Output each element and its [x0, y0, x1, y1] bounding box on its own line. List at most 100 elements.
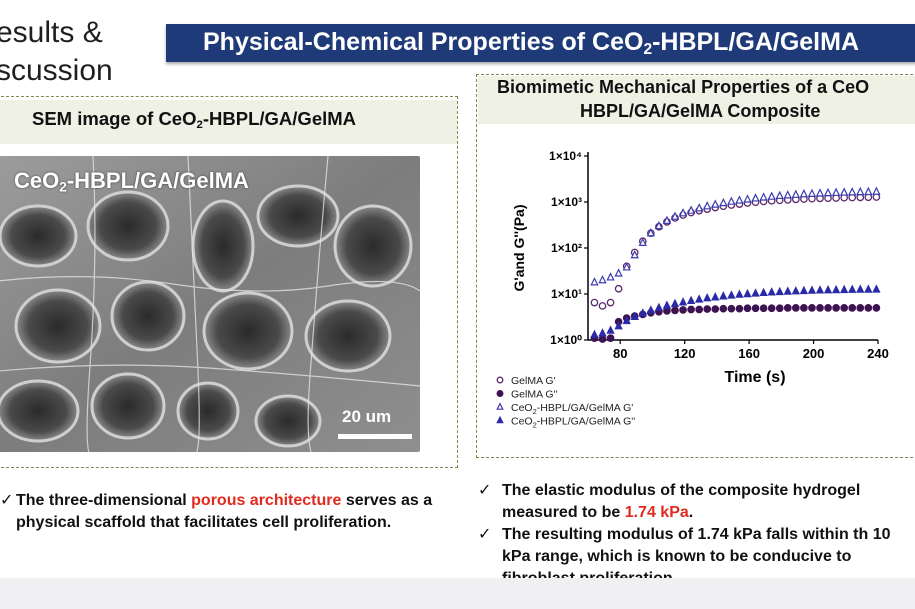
legend-label-2: CeO2-HBPL/GA/GelMA G' [511, 402, 633, 416]
data-point-series-2 [839, 187, 849, 196]
sem-label-sub: 2 [59, 179, 67, 195]
data-point-series-2 [856, 186, 865, 196]
data-point-series-3 [638, 308, 647, 317]
slide-title: Physical-Chemical Properties of CeO2-HBP… [203, 28, 859, 57]
bullet1-text-post: . [688, 504, 694, 521]
data-point-series-3 [606, 325, 615, 334]
data-point-series-2 [711, 199, 720, 208]
mechanical-bullet-list: ✓ The elastic modulus of the composite h… [478, 480, 915, 590]
y-axis-label: G'and G''(Pa) [511, 205, 527, 292]
legend-marker-0 [496, 376, 504, 384]
data-point-series-3 [670, 298, 680, 308]
data-point-series-0 [614, 284, 623, 293]
data-point-series-3 [839, 284, 849, 294]
sem-bullet-text-post: serves as a physical scaffold that facil… [16, 492, 433, 531]
data-point-series-2 [831, 187, 841, 196]
data-point-series-3 [622, 315, 631, 325]
chart-marks [590, 186, 881, 343]
data-point-series-3 [646, 305, 656, 314]
bullet1-text-line2: measured to be [502, 504, 625, 521]
data-point-series-2 [815, 188, 825, 197]
x-tick-label: 80 [613, 346, 627, 361]
sem-bullet: ✓ The three-dimensional porous architect… [0, 490, 450, 534]
data-point-series-1 [848, 303, 857, 312]
data-point-series-3 [856, 284, 865, 293]
y-tick-label: 1×10² [551, 241, 582, 255]
data-point-series-2 [622, 262, 631, 271]
data-point-series-3 [783, 286, 792, 295]
sem-label-post: -HBPL/GA/GelMA [66, 168, 249, 193]
data-point-series-1 [840, 303, 849, 312]
data-point-series-2 [767, 191, 776, 200]
legend-label-3: CeO2-HBPL/GA/GelMA G'' [511, 416, 635, 430]
check-icon: ✓ [478, 526, 492, 543]
section-title-line2: scussion [0, 54, 113, 87]
legend-marker-2 [496, 402, 504, 410]
mechanical-panel-title-line1: Biomimetic Mechanical Properties of a Ce… [497, 77, 870, 97]
data-point-series-2 [783, 190, 792, 199]
data-point-series-2 [735, 195, 744, 204]
data-point-series-3 [630, 311, 639, 320]
data-point-series-2 [799, 189, 809, 198]
bullet1-text-line1: The elastic modulus of the composite hyd… [502, 482, 861, 499]
data-point-series-1 [703, 305, 712, 313]
title-text-post: -HBPL/GA/GelMA [652, 28, 860, 56]
data-point-series-1 [816, 303, 824, 312]
data-point-series-1 [671, 306, 679, 315]
data-point-series-3 [678, 297, 688, 306]
bullet1-highlight: 1.74 kPa [624, 504, 689, 521]
data-point-series-1 [783, 303, 792, 312]
title-bar [166, 24, 915, 62]
data-point-series-2 [823, 187, 833, 197]
scale-bar-label: 20 um [342, 407, 392, 426]
data-point-series-1 [727, 304, 736, 313]
data-point-series-2 [670, 211, 680, 220]
data-point-series-3 [807, 285, 817, 294]
data-point-series-1 [808, 303, 816, 312]
data-point-series-1 [864, 303, 873, 312]
sem-bullet-highlight: porous architecture [191, 492, 342, 509]
x-tick-label: 160 [738, 346, 760, 361]
chart-axes: 1×10⁰ 1×10¹ 1×10² 1×10³ 1×10⁴ 80 120 160 200 240 T… [511, 149, 889, 386]
data-point-series-2 [719, 197, 728, 207]
check-icon: ✓ [0, 492, 14, 509]
data-point-series-2 [694, 203, 704, 212]
data-point-series-1 [791, 303, 800, 312]
sem-micrograph-svg [0, 156, 420, 452]
data-point-series-1 [735, 304, 744, 313]
data-point-series-2 [703, 201, 712, 210]
y-tick-label: 1×10¹ [551, 287, 582, 301]
section-title-line1: esults & [0, 16, 103, 49]
data-point-series-1 [824, 303, 832, 312]
data-point-series-3 [767, 287, 776, 296]
sem-panel [0, 96, 458, 468]
data-point-series-1 [711, 305, 720, 313]
section-title: esults & scussion [0, 14, 113, 90]
data-point-series-3 [686, 295, 696, 305]
data-point-series-2 [590, 277, 599, 286]
data-point-series-2 [614, 268, 623, 277]
data-point-series-3 [751, 288, 760, 297]
sem-bullet-list: ✓ The three-dimensional porous architect… [0, 490, 450, 534]
data-point-series-1 [695, 305, 704, 314]
data-point-series-2 [686, 205, 696, 214]
x-tick-label: 240 [867, 346, 889, 361]
data-point-series-1 [775, 304, 784, 313]
check-icon: ✓ [478, 482, 492, 499]
data-point-series-1 [679, 306, 687, 314]
legend-label-0: GelMA G' [511, 375, 556, 387]
data-point-series-3 [694, 294, 704, 303]
data-point-series-3 [711, 292, 720, 301]
data-point-series-3 [775, 286, 784, 296]
data-point-series-2 [807, 188, 817, 197]
data-point-series-2 [872, 186, 881, 195]
data-point-series-2 [727, 196, 736, 205]
data-point-series-3 [848, 284, 857, 293]
legend-marker-3 [496, 415, 504, 424]
data-point-series-1 [759, 304, 768, 313]
mechanical-panel-header [478, 76, 915, 124]
mechanical-bullet-1: ✓ The elastic modulus of the composite h… [478, 480, 915, 524]
data-point-series-2 [759, 192, 768, 201]
data-point-series-3 [864, 284, 873, 293]
data-point-series-2 [791, 189, 801, 198]
